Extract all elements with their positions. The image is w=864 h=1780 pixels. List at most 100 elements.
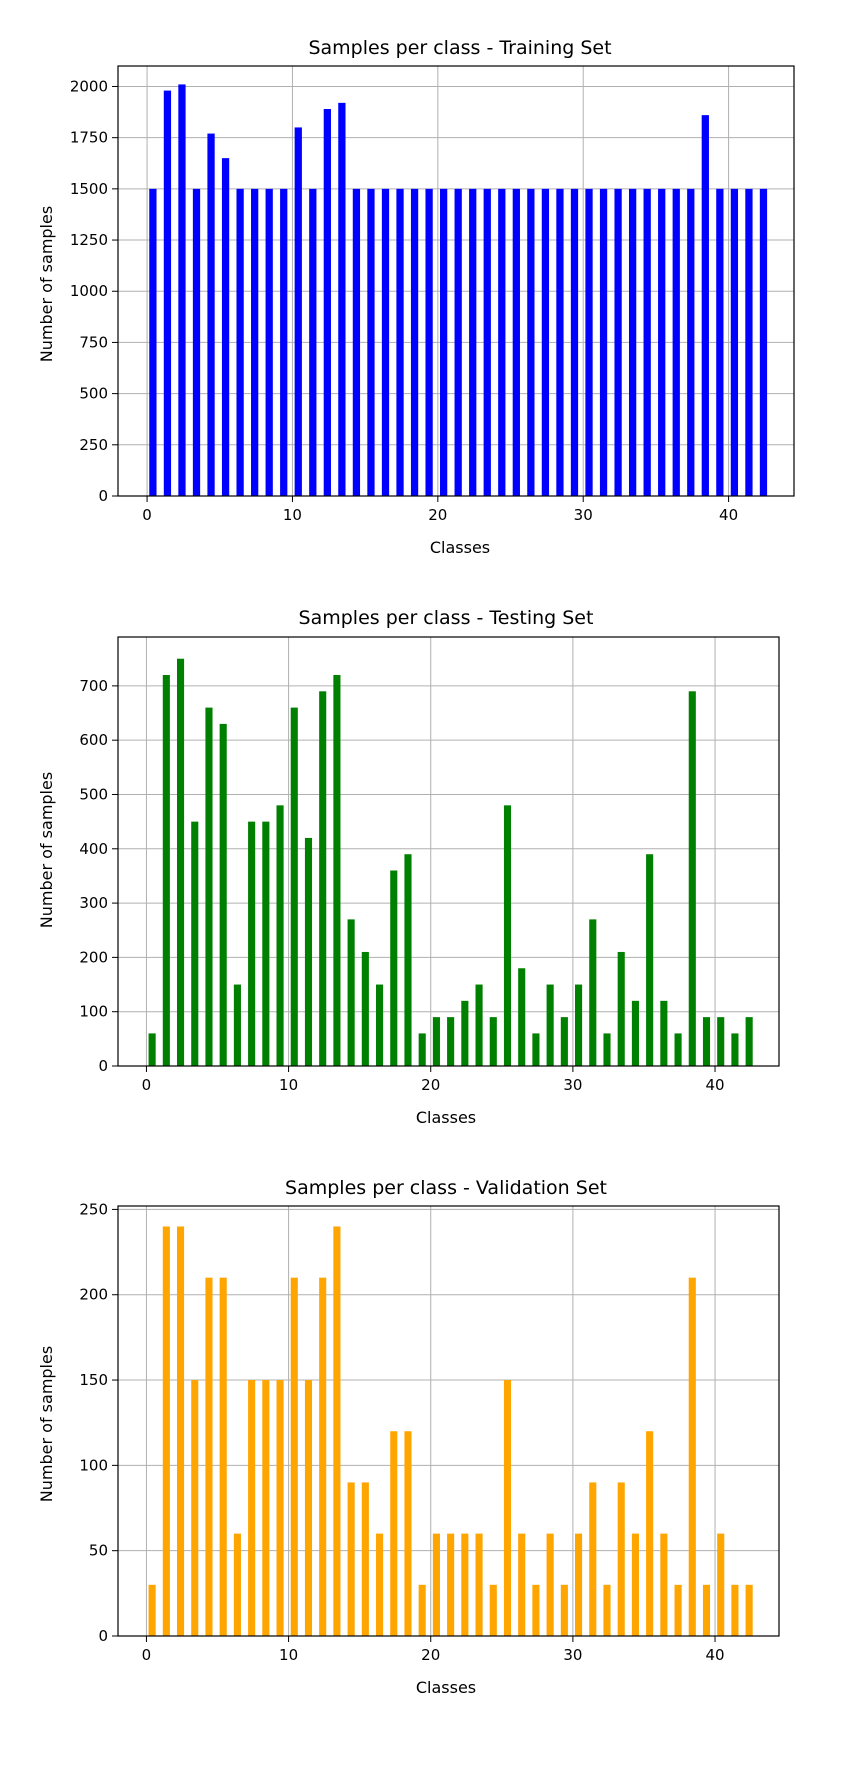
bar xyxy=(512,188,520,496)
bar xyxy=(745,1584,753,1636)
bar xyxy=(570,188,579,496)
y-tick-label: 500 xyxy=(79,385,108,403)
x-tick-label: 20 xyxy=(421,1076,440,1094)
y-tick-label: 1250 xyxy=(70,231,108,249)
bar xyxy=(162,1226,170,1636)
x-tick-label: 20 xyxy=(428,506,447,524)
bar xyxy=(585,188,593,496)
y-tick-label: 1750 xyxy=(70,129,108,147)
bar xyxy=(556,188,564,496)
chart-title: Samples per class - Training Set xyxy=(308,37,611,59)
y-axis-label: Number of samples xyxy=(37,1346,56,1502)
x-tick-label: 0 xyxy=(142,506,152,524)
x-axis-label: Classes xyxy=(416,1108,476,1127)
bar xyxy=(660,1533,668,1636)
bar xyxy=(425,188,433,496)
y-tick-label: 700 xyxy=(79,677,108,695)
bar xyxy=(614,188,622,496)
x-axis-label: Classes xyxy=(430,538,490,557)
bar xyxy=(294,127,302,496)
bar xyxy=(248,1380,256,1636)
bar xyxy=(617,1482,625,1636)
bar xyxy=(176,1226,185,1636)
bar xyxy=(730,188,739,496)
bar xyxy=(236,188,244,496)
bar xyxy=(290,1277,298,1636)
bar xyxy=(323,109,331,496)
y-tick-label: 250 xyxy=(79,436,108,454)
x-tick-label: 10 xyxy=(279,1646,298,1664)
bar xyxy=(338,102,346,496)
bar xyxy=(658,188,666,496)
bar xyxy=(233,1533,241,1636)
bar xyxy=(546,1533,554,1636)
bar xyxy=(646,1431,654,1636)
bar xyxy=(475,984,483,1066)
bar xyxy=(319,691,327,1066)
y-axis-label: Number of samples xyxy=(37,772,56,928)
bar xyxy=(469,188,477,496)
bar xyxy=(432,1533,440,1636)
bar xyxy=(163,90,172,497)
bar xyxy=(489,1017,497,1066)
bar xyxy=(352,188,361,496)
bar xyxy=(248,821,256,1066)
plot-frame xyxy=(117,636,780,1067)
bar xyxy=(717,1017,725,1066)
bar xyxy=(333,1226,341,1636)
bar xyxy=(475,1533,483,1636)
bar xyxy=(404,854,412,1066)
bar xyxy=(276,805,284,1066)
bar xyxy=(396,188,404,496)
bar xyxy=(631,1000,639,1066)
bar xyxy=(687,188,695,496)
bar xyxy=(319,1277,327,1636)
y-tick-label: 200 xyxy=(79,1286,108,1304)
x-tick-label: 30 xyxy=(563,1646,582,1664)
bar xyxy=(290,707,298,1066)
y-tick-label: 1000 xyxy=(70,282,108,300)
bar xyxy=(262,1380,270,1636)
x-tick-label: 30 xyxy=(574,506,593,524)
bar xyxy=(178,84,186,496)
y-tick-label: 1500 xyxy=(70,180,108,198)
y-tick-label: 0 xyxy=(98,1627,108,1645)
bar xyxy=(702,1584,711,1636)
bar xyxy=(221,158,230,496)
y-tick-label: 600 xyxy=(79,731,108,749)
x-tick-label: 0 xyxy=(142,1646,152,1664)
x-tick-label: 0 xyxy=(142,1076,152,1094)
bar xyxy=(347,919,355,1066)
bar xyxy=(361,951,369,1066)
bar xyxy=(617,951,625,1066)
bar xyxy=(219,1277,227,1636)
bar xyxy=(390,1431,398,1636)
bar xyxy=(498,188,506,496)
bar xyxy=(410,188,419,496)
y-tick-label: 100 xyxy=(79,1003,108,1021)
bar xyxy=(688,1277,696,1636)
x-tick-label: 10 xyxy=(283,506,302,524)
bar xyxy=(589,1482,597,1636)
bar xyxy=(546,984,554,1066)
bar xyxy=(447,1533,455,1636)
bar xyxy=(631,1533,639,1636)
bar xyxy=(162,675,170,1066)
bar xyxy=(688,691,696,1066)
bar xyxy=(589,919,597,1066)
bar xyxy=(541,188,550,496)
y-tick-label: 150 xyxy=(79,1371,108,1389)
bar xyxy=(672,188,680,496)
bar xyxy=(745,188,753,496)
bar xyxy=(148,1033,156,1066)
bar xyxy=(361,1482,369,1636)
y-tick-label: 500 xyxy=(79,785,108,803)
bar xyxy=(560,1017,568,1066)
bar xyxy=(532,1584,540,1636)
bar xyxy=(701,115,709,497)
bar xyxy=(418,1033,426,1066)
bar xyxy=(603,1033,611,1066)
bar xyxy=(503,805,512,1066)
